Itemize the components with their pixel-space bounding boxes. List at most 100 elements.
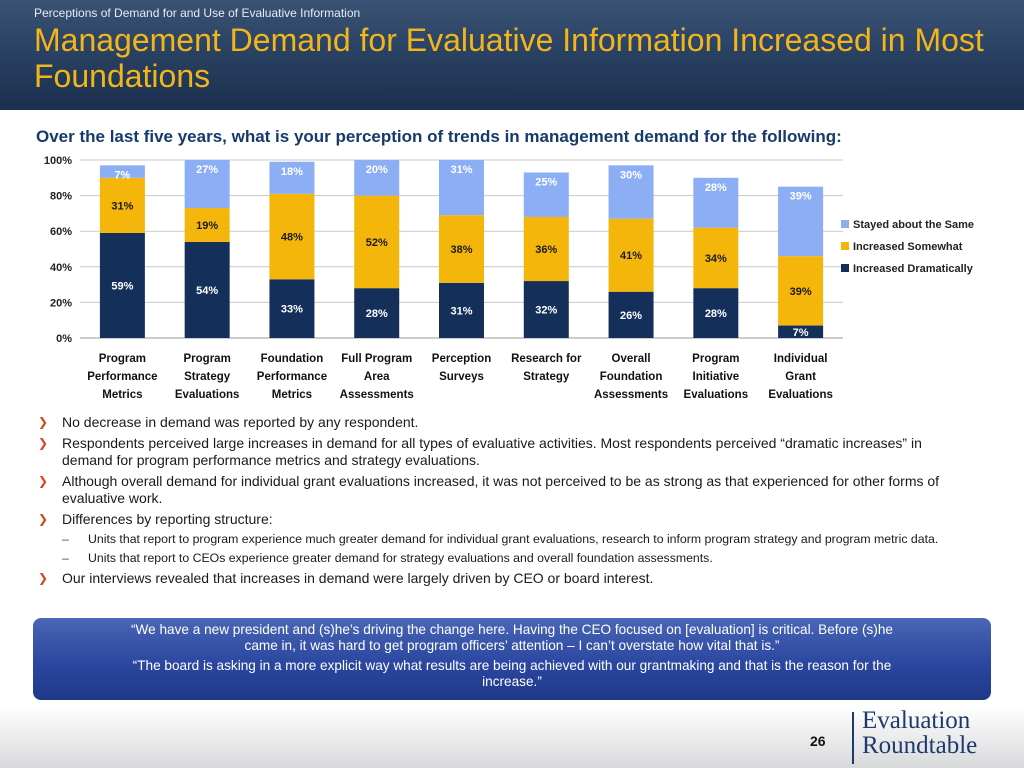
bar-segment [693,177,739,228]
data-label: 7% [114,169,130,181]
bar-segment [439,160,484,216]
data-label: 31% [450,305,472,317]
bullet-item: ❯ No decrease in demand was reported by a… [36,414,966,431]
x-category-label: Metrics [272,389,312,401]
data-label: 52% [366,237,388,249]
bar-segment [269,161,315,194]
bullet-arrow-icon: ❯ [38,571,49,585]
title-banner: Perceptions of Demand for and Use of Eva… [0,0,1024,110]
section-kicker: Perceptions of Demand for and Use of Eva… [34,6,361,20]
bar-segment [99,177,145,233]
data-label: 39% [790,286,812,298]
data-label: 39% [790,191,812,203]
bar-segment [608,218,654,292]
bullet-text: Respondents perceived large increases in… [62,435,922,468]
x-category-label: Surveys [439,371,484,383]
data-label: 34% [705,253,727,265]
y-tick-label: 40% [50,262,72,274]
sub-bullet-dash: – [62,532,69,546]
x-category-label: Program [184,353,231,365]
y-tick-label: 100% [44,155,72,167]
bar-segment [269,193,315,280]
data-label: 33% [281,304,303,316]
x-category-label: Grant [785,371,816,383]
data-label: 26% [620,310,642,322]
data-label: 25% [535,176,557,188]
bar-segment [439,215,484,283]
x-category-label: Perception [432,353,491,365]
bullet-text: Our interviews revealed that increases i… [62,570,654,586]
x-category-label: Overall [612,353,651,365]
bullet-arrow-icon: ❯ [38,415,49,429]
bar-segment [354,288,400,338]
data-label: 32% [535,305,557,317]
data-label: 41% [620,250,642,262]
y-tick-label: 0% [56,333,72,345]
data-label: 31% [111,200,133,212]
logo-divider [852,712,854,764]
x-category-label: Program [692,353,739,365]
x-category-label: Strategy [523,371,570,383]
bar-segment [778,256,824,326]
data-label: 30% [620,169,642,181]
logo-line-2: Roundtable [862,732,978,759]
x-category-label: Assessments [340,389,414,401]
bar-segment [99,165,145,178]
legend-swatch [841,264,849,272]
x-category-label: Evaluations [175,389,240,401]
bar-segment [778,325,824,338]
bullet-text: Although overall demand for individual g… [62,473,940,506]
legend-swatch [841,220,849,228]
bullet-item: ❯ Our interviews revealed that increases … [36,570,966,587]
data-label: 36% [535,244,557,256]
y-tick-label: 20% [50,297,72,309]
data-label: 28% [366,308,388,320]
x-category-label: Full Program [341,353,412,365]
bullet-item: ❯ Although overall demand for individual … [36,473,966,507]
bar-segment [523,281,569,338]
x-category-label: Individual [774,353,828,365]
slide-title: Management Demand for Evaluative Informa… [34,22,984,94]
bar-segment [608,291,654,338]
legend-label: Increased Somewhat [853,241,963,253]
sub-bullet-item: – Units that report to CEOs experience gr… [36,551,966,566]
bar-segment [608,165,654,219]
legend-label: Stayed about the Same [853,219,974,231]
bar-segment [184,241,230,338]
x-category-label: Foundation [600,371,663,383]
y-tick-label: 80% [50,191,72,203]
quote-2: “The board is asking in a more explicit … [132,658,892,689]
bar-segment [693,227,739,289]
bar-segment [269,279,315,338]
evaluation-roundtable-logo: Evaluation Roundtable [862,708,977,758]
bar-segment [354,160,400,196]
sub-bullet-item: – Units that report to program experience… [36,532,966,547]
data-label: 31% [450,164,472,176]
data-label: 20% [366,164,388,176]
legend-label: Increased Dramatically [853,263,974,275]
chart-question: Over the last five years, what is your p… [36,127,842,146]
bullet-item: ❯ Respondents perceived large increases i… [36,435,966,469]
data-label: 54% [196,285,218,297]
x-category-label: Research for [511,353,582,365]
bar-segment [439,282,484,338]
bullet-item: ❯ Differences by reporting structure: [36,511,966,528]
data-label: 27% [196,164,218,176]
sub-bullet-text: Units that report to program experience … [88,532,939,546]
x-category-label: Metrics [102,389,142,401]
data-label: 38% [450,244,472,256]
x-category-label: Area [364,371,390,383]
data-label: 28% [705,182,727,194]
bar-segment [693,288,739,338]
bullet-arrow-icon: ❯ [38,512,49,526]
bullet-text: No decrease in demand was reported by an… [62,414,419,430]
legend-swatch [841,242,849,250]
quote-box: “We have a new president and (s)he’s dri… [33,618,991,700]
bar-segment [523,172,569,217]
sub-bullet-text: Units that report to CEOs experience gre… [88,551,713,565]
bar-segment [778,186,824,257]
x-category-label: Strategy [184,371,231,383]
bar-segment [523,216,569,282]
bullet-list: ❯ No decrease in demand was reported by a… [36,414,966,591]
bullet-arrow-icon: ❯ [38,474,49,488]
